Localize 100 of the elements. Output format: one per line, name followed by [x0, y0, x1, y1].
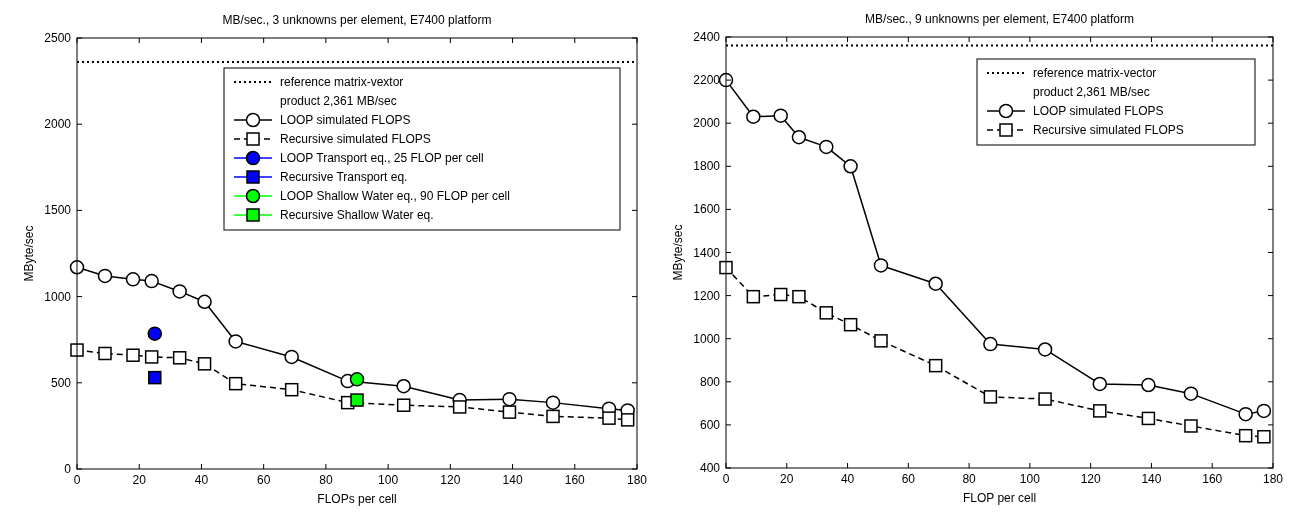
y-tick-label: 1200	[693, 288, 721, 303]
y-tick-label: 400	[699, 461, 721, 475]
y-tick-label: 800	[699, 374, 721, 389]
x-tick-label: 180	[1262, 472, 1284, 486]
point	[228, 376, 243, 391]
y-tick-label: 2000	[44, 117, 72, 132]
point	[1257, 430, 1271, 444]
x-tick-label: 140	[1141, 472, 1162, 486]
legend-label: LOOP Transport eq., 25 FLOP per cell	[280, 151, 484, 165]
x-tick-label: 40	[840, 472, 855, 486]
x-tick-label: 100	[1019, 472, 1041, 486]
x-tick-label: 80	[319, 473, 333, 487]
point	[396, 398, 411, 412]
point	[396, 379, 411, 394]
point	[843, 317, 858, 332]
y-tick-label: 1600	[693, 202, 721, 217]
point	[197, 357, 212, 371]
point	[349, 372, 365, 387]
point	[843, 159, 858, 174]
y-tick-label: 2400	[693, 30, 721, 44]
point	[350, 393, 364, 407]
chart-title: MB/sec., 3 unknowns per element, E7400 platform	[222, 13, 492, 27]
point	[452, 400, 467, 414]
point	[1093, 404, 1107, 418]
point	[1238, 428, 1253, 443]
x-tick-label: 60	[901, 472, 916, 486]
point	[791, 129, 807, 145]
point	[773, 287, 788, 302]
point	[125, 272, 141, 287]
x-axis-title: FLOP per cell	[962, 491, 1037, 505]
point	[874, 334, 888, 348]
point	[228, 334, 243, 349]
x-tick-label: 120	[1080, 472, 1101, 486]
y-axis-title: MByte/sec	[22, 225, 36, 282]
x-tick-label: 60	[256, 473, 271, 487]
point	[983, 336, 998, 352]
x-tick-label: 40	[194, 473, 209, 487]
legend-label: Recursive Shallow Water eq.	[280, 208, 434, 222]
point	[602, 411, 616, 425]
y-tick-label: 2000	[693, 116, 721, 131]
point	[284, 349, 299, 365]
point	[172, 284, 187, 299]
point	[97, 268, 113, 284]
point	[148, 370, 162, 385]
point	[1092, 376, 1108, 392]
point	[1256, 403, 1272, 419]
y-tick-label: 1000	[44, 289, 72, 304]
legend-label: reference matrix-vector product 2,361 MB/sec	[1033, 66, 1157, 99]
point	[147, 326, 163, 341]
y-tick-label: 1500	[44, 203, 72, 218]
x-tick-label: 20	[780, 472, 794, 486]
point	[502, 391, 517, 407]
x-tick-label: 80	[962, 472, 977, 486]
x-axis-title: FLOPs per cell	[317, 492, 397, 506]
x-tick-label: 0	[73, 473, 81, 487]
point	[1238, 406, 1253, 422]
point	[1037, 342, 1053, 357]
y-tick-label: 500	[50, 375, 72, 390]
y-tick-label: 600	[699, 417, 721, 432]
point	[773, 108, 788, 123]
point	[873, 258, 889, 273]
point	[928, 276, 943, 291]
y-tick-label: 1000	[693, 331, 721, 346]
x-tick-label: 120	[440, 473, 461, 487]
point	[746, 289, 761, 304]
x-tick-label: 20	[132, 473, 147, 487]
point	[792, 289, 806, 304]
legend-label: Recursive Transport eq.	[280, 170, 408, 184]
point	[126, 348, 140, 362]
legend-label: LOOP Shallow Water eq., 90 FLOP per cell	[280, 189, 510, 203]
x-tick-label: 100	[378, 473, 399, 487]
point	[1184, 419, 1198, 433]
legend-label: LOOP simulated FLOPS	[1033, 104, 1164, 118]
y-tick-label: 2200	[693, 73, 721, 88]
x-tick-label: 180	[626, 473, 648, 487]
point	[502, 405, 517, 419]
point	[70, 343, 84, 357]
point	[983, 390, 998, 404]
legend-label: LOOP simulated FLOPS	[280, 113, 411, 127]
x-tick-label: 140	[502, 473, 523, 487]
point	[197, 294, 212, 310]
point	[1183, 386, 1199, 401]
x-tick-label: 0	[722, 472, 730, 486]
y-tick-label: 2500	[44, 31, 72, 45]
point	[144, 273, 159, 289]
y-tick-label: 1400	[693, 245, 721, 260]
point	[546, 409, 560, 424]
legend-label: Recursive simulated FLOPS	[1033, 123, 1184, 137]
point	[172, 351, 187, 365]
point	[928, 358, 943, 373]
x-tick-label: 160	[1202, 472, 1223, 486]
y-tick-label: 1800	[693, 159, 721, 174]
point	[1038, 392, 1052, 406]
point	[819, 139, 834, 155]
point	[819, 306, 834, 320]
point	[284, 382, 299, 397]
chart-title: MB/sec., 9 unknowns per element, E7400 platform	[865, 12, 1134, 26]
y-tick-label: 0	[64, 462, 72, 476]
x-tick-label: 160	[564, 473, 586, 487]
point	[545, 395, 561, 410]
